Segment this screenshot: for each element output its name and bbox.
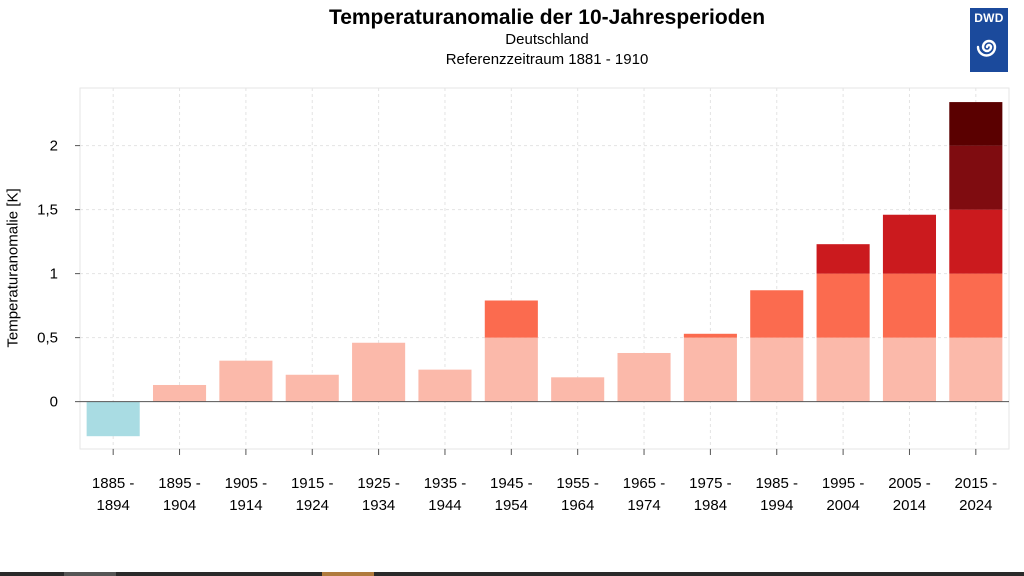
x-tick-label: 2015 - [955,475,998,492]
y-tick-label: 0 [50,394,58,411]
bar-segment [750,290,804,338]
bar-segment [285,374,339,402]
x-tick-label: 2004 [826,497,859,514]
dwd-logo-text: DWD [974,11,1004,25]
x-tick-label: 1914 [229,497,262,514]
bar-segment [949,273,1003,338]
x-tick-label: 1955 - [556,475,599,492]
y-tick-label: 1,5 [37,202,58,219]
x-tick-label: 1934 [362,497,395,514]
x-tick-label: 1975 - [689,475,732,492]
bottom-strip-segment [64,572,116,576]
x-tick-label: 1985 - [755,475,798,492]
bottom-strip-segment [322,572,374,576]
bar-segment [949,145,1003,210]
bottom-strip [0,572,1024,576]
bar-segment [86,401,140,437]
bar-segment [816,337,870,402]
x-tick-label: 1894 [96,497,129,514]
bar-segment [152,384,207,402]
x-tick-label: 1994 [760,497,793,514]
x-tick-label: 1954 [495,497,528,514]
x-tick-label: 1885 - [92,475,135,492]
bar-segment [949,337,1003,402]
dwd-logo: DWD [970,8,1008,72]
bar-segment [683,337,737,402]
x-tick-label: 1935 - [424,475,467,492]
x-tick-label: 2014 [893,497,926,514]
chart-subtitle-region: Deutschland [505,31,589,48]
bar-segment [219,360,273,402]
x-tick-label: 1984 [694,497,727,514]
bar-segment [617,352,671,402]
x-tick-label: 1944 [428,497,461,514]
x-tick-label: 1974 [627,497,660,514]
bar-segment [949,102,1003,146]
x-tick-label: 1965 - [623,475,666,492]
bar-segment [816,244,870,274]
y-tick-label: 2 [50,138,58,155]
bar-segment [882,337,937,402]
x-tick-label: 2024 [959,497,992,514]
x-tick-label: 1964 [561,497,594,514]
chart-title: Temperaturanomalie der 10-Jahresperioden [328,6,766,29]
x-tick-label: 1905 - [225,475,268,492]
bar-segment [484,337,538,402]
bar-segment [484,300,538,338]
bar-segment [683,333,737,338]
bar-segment [750,337,804,402]
x-tick-label: 2005 - [888,475,931,492]
chart-subtitle-reference: Referenzzeitraum 1881 - 1910 [445,51,649,68]
x-tick-label: 1924 [296,497,329,514]
bar-segment [551,377,605,402]
x-tick-label: 1904 [163,497,196,514]
x-tick-label: 1995 - [822,475,865,492]
bar-segment [882,273,937,338]
x-tick-label: 1945 - [490,475,533,492]
dwd-swirl-icon [976,39,997,57]
x-tick-label: 1915 - [291,475,334,492]
bar-segment [418,369,472,402]
x-tick-label: 1925 - [357,475,400,492]
y-tick-label: 1 [50,266,58,283]
bar-segment [882,214,937,274]
bar-segment [949,209,1003,274]
y-tick-label: 0,5 [37,330,58,347]
bar-segment [352,342,406,402]
bar-segment [816,273,870,338]
x-tick-label: 1895 - [158,475,201,492]
